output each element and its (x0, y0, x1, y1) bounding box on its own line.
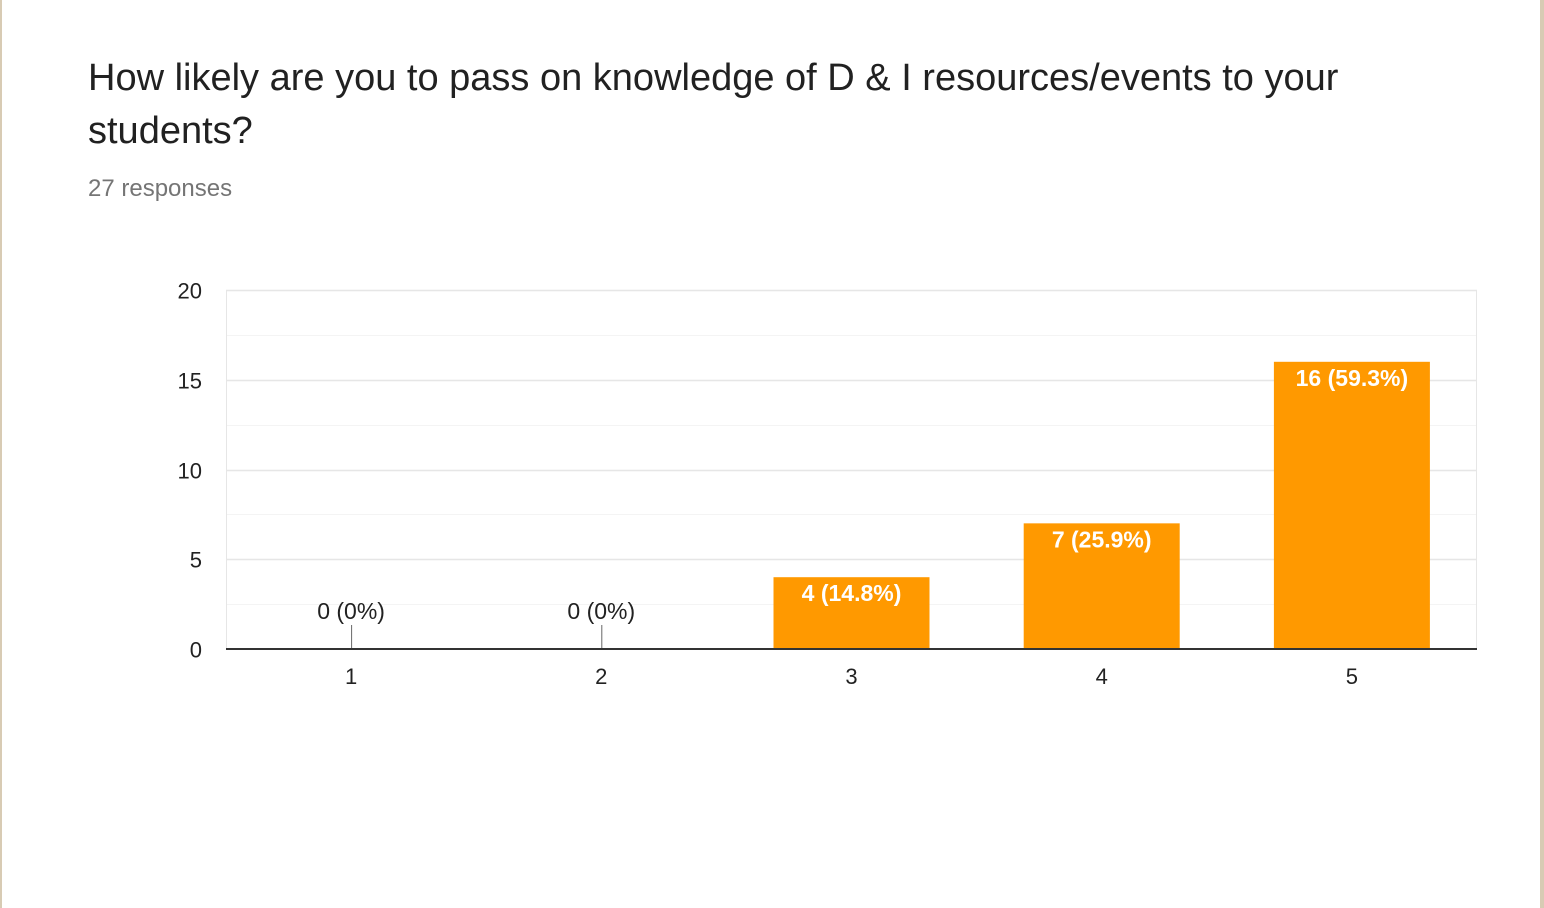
x-tick-label: 1 (345, 664, 357, 689)
bar (1023, 523, 1180, 649)
bar (773, 577, 930, 649)
bar-data-label: 0 (0%) (317, 598, 385, 624)
bar-data-label: 7 (25.9%) (1052, 526, 1152, 552)
bar-data-label: 16 (59.3%) (1296, 365, 1409, 391)
window-border-left (0, 0, 2, 908)
y-tick-label: 5 (190, 548, 202, 573)
bar-data-label: 0 (0%) (567, 598, 635, 624)
x-tick-label: 5 (1346, 664, 1358, 689)
x-tick-label: 4 (1096, 664, 1108, 689)
x-tick-label: 2 (595, 664, 607, 689)
y-tick-label: 20 (178, 279, 202, 304)
bar (1273, 361, 1430, 649)
bar-data-label: 4 (14.8%) (802, 580, 902, 606)
response-count: 27 responses (88, 175, 233, 202)
window-border-right (1540, 0, 1544, 908)
y-tick-label: 0 (190, 638, 202, 663)
question-title: How likely are you to pass on knowledge … (88, 57, 1339, 152)
y-tick-label: 15 (178, 369, 202, 394)
x-tick-label: 3 (845, 664, 857, 689)
y-tick-label: 10 (178, 459, 202, 484)
